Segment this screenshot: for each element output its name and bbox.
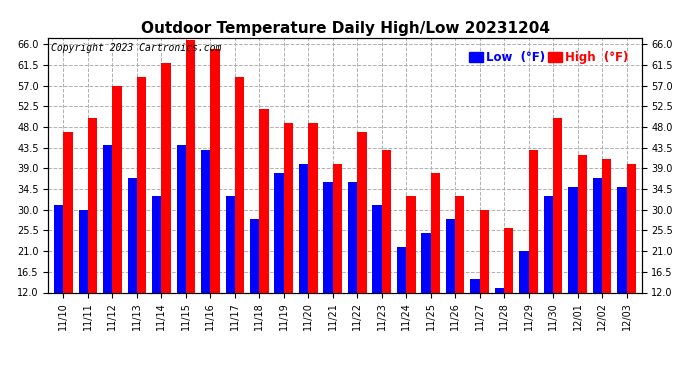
Bar xyxy=(348,182,357,292)
Bar xyxy=(446,219,455,292)
Bar xyxy=(593,178,602,292)
Bar xyxy=(112,86,121,292)
Bar xyxy=(54,205,63,292)
Bar xyxy=(373,205,382,292)
Bar xyxy=(275,173,284,292)
Bar xyxy=(480,210,489,292)
Bar xyxy=(103,146,112,292)
Bar xyxy=(324,182,333,292)
Bar xyxy=(529,150,538,292)
Bar xyxy=(397,246,406,292)
Bar xyxy=(578,154,587,292)
Bar xyxy=(128,178,137,292)
Title: Outdoor Temperature Daily High/Low 20231204: Outdoor Temperature Daily High/Low 20231… xyxy=(141,21,549,36)
Bar xyxy=(455,196,464,292)
Bar xyxy=(226,196,235,292)
Bar xyxy=(406,196,415,292)
Bar xyxy=(471,279,480,292)
Legend: Low  (°F), High  (°F): Low (°F), High (°F) xyxy=(464,46,633,68)
Bar xyxy=(357,132,366,292)
Bar xyxy=(299,164,308,292)
Bar xyxy=(79,210,88,292)
Bar xyxy=(495,288,504,292)
Bar xyxy=(88,118,97,292)
Bar xyxy=(152,196,161,292)
Bar xyxy=(618,187,627,292)
Bar xyxy=(259,109,268,292)
Bar xyxy=(504,228,513,292)
Bar xyxy=(627,164,636,292)
Bar xyxy=(210,49,219,292)
Bar xyxy=(422,233,431,292)
Bar xyxy=(431,173,440,292)
Bar xyxy=(544,196,553,292)
Bar xyxy=(137,76,146,292)
Bar xyxy=(284,123,293,292)
Bar xyxy=(520,251,529,292)
Bar xyxy=(308,123,317,292)
Bar xyxy=(201,150,210,292)
Bar xyxy=(235,76,244,292)
Bar xyxy=(250,219,259,292)
Bar xyxy=(63,132,72,292)
Bar xyxy=(177,146,186,292)
Bar xyxy=(186,40,195,292)
Bar xyxy=(161,63,170,292)
Bar xyxy=(602,159,611,292)
Bar xyxy=(333,164,342,292)
Bar xyxy=(553,118,562,292)
Text: Copyright 2023 Cartronics.com: Copyright 2023 Cartronics.com xyxy=(51,43,221,52)
Bar xyxy=(569,187,578,292)
Bar xyxy=(382,150,391,292)
